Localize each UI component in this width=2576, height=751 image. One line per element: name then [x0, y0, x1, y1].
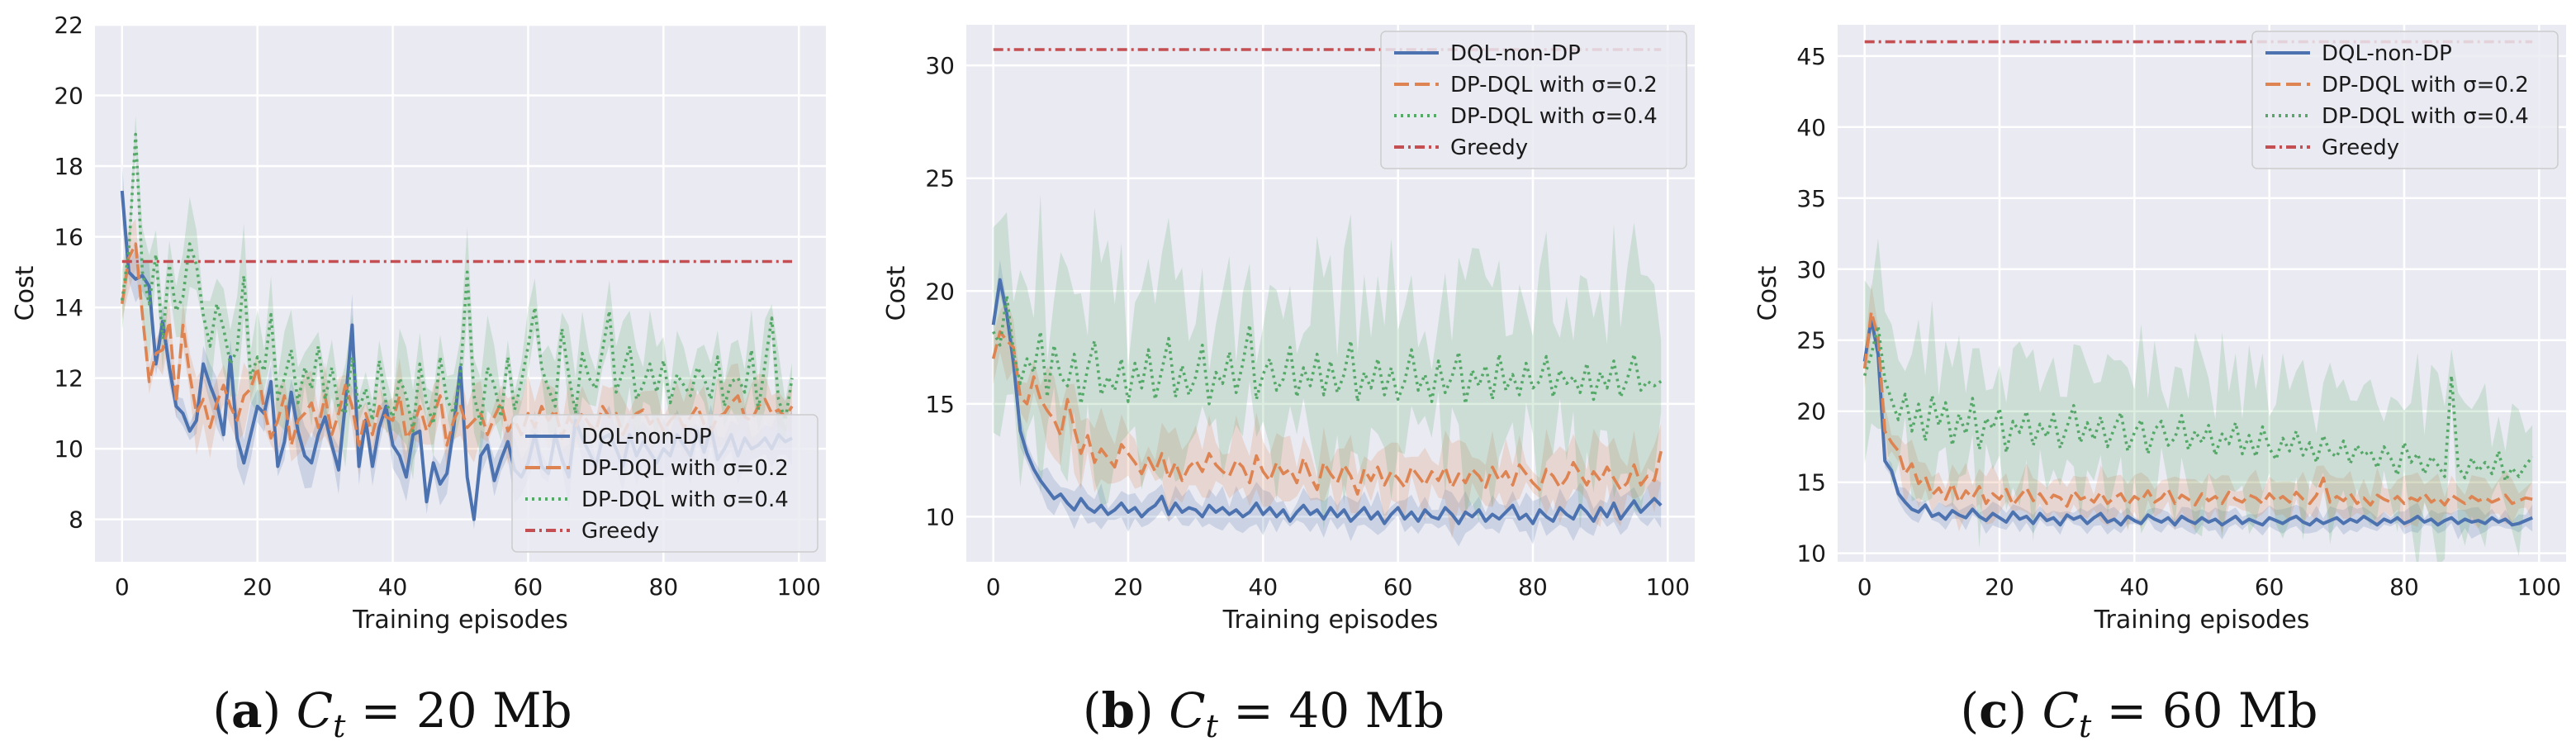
legend-entry-1: DP-DQL with σ=0.2 [2322, 73, 2529, 97]
series-line-1 [1862, 310, 2533, 508]
legend-entry-2: DP-DQL with σ=0.4 [1450, 104, 1658, 129]
y-tick-label: 10 [925, 503, 955, 530]
x-tick-label: 60 [1383, 573, 1413, 601]
confidence-band-1 [121, 218, 793, 475]
x-tick-label: 100 [2517, 573, 2561, 601]
plot-marks [1862, 40, 2534, 562]
y-axis-label: Cost [1753, 265, 1782, 321]
y-tick-label: 15 [925, 391, 955, 418]
panel-a: 0 20 40 60 80 100 8 10 12 14 16 18 20 22 Training epis… [11, 12, 826, 744]
panel-caption: (a) Ct = 20 Mb [212, 682, 572, 744]
x-tick-label: 40 [378, 573, 408, 601]
x-tick-label: 20 [1985, 573, 2014, 601]
legend-entry-3: Greedy [581, 519, 659, 544]
y-tick-label: 22 [54, 12, 83, 39]
legend-entry-2: DP-DQL with σ=0.4 [581, 487, 789, 512]
x-tick-label: 80 [649, 573, 679, 601]
confidence-band-2 [1864, 238, 2533, 562]
panel-caption: (b) Ct = 40 Mb [1083, 682, 1445, 744]
confidence-band-2 [993, 193, 1662, 531]
legend-entry-0: DQL-non-DP [2322, 41, 2452, 66]
y-tick-label: 25 [1796, 327, 1826, 354]
y-tick-label: 14 [54, 294, 83, 321]
legend-box [511, 414, 818, 553]
y-tick-label: 20 [925, 278, 955, 305]
panel-caption: (c) Ct = 60 Mb [1961, 682, 2318, 744]
legend-entry-3: Greedy [1450, 135, 1528, 160]
x-tick-label: 0 [986, 573, 1001, 601]
y-tick-label: 40 [1796, 114, 1826, 141]
confidence-band-1 [993, 299, 1662, 539]
legend-entry-2: DP-DQL with σ=0.4 [2322, 104, 2529, 129]
legend-box [2251, 31, 2559, 169]
series-line-0 [1862, 317, 2533, 527]
legend-entry-1: DP-DQL with σ=0.2 [581, 456, 789, 481]
series-line-2 [121, 132, 794, 433]
y-tick-label: 20 [54, 83, 83, 110]
x-axis-label: Training episodes [352, 606, 568, 635]
y-tick-label: 45 [1796, 43, 1826, 70]
y-tick-label: 25 [925, 165, 955, 193]
x-tick-label: 0 [1857, 573, 1872, 601]
legend-entry-0: DQL-non-DP [1450, 41, 1581, 66]
legend: DQL-non-DP DP-DQL with σ=0.2 DP-DQL with σ… [1380, 31, 1687, 169]
y-axis-label: Cost [882, 265, 911, 321]
panel-b: 0 20 40 60 80 100 10 15 20 25 30 Training episodes C… [882, 25, 1695, 744]
x-tick-label: 100 [1646, 573, 1690, 601]
series-line-0 [991, 278, 1663, 525]
x-tick-label: 80 [2389, 573, 2419, 601]
y-tick-label: 10 [54, 435, 83, 463]
y-tick-label: 16 [54, 224, 83, 251]
legend-entry-1: DP-DQL with σ=0.2 [1450, 73, 1658, 97]
x-tick-label: 100 [776, 573, 820, 601]
y-tick-label: 30 [925, 52, 955, 79]
y-axis-label: Cost [11, 265, 40, 321]
x-tick-label: 0 [115, 573, 130, 601]
legend: DQL-non-DP DP-DQL with σ=0.2 DP-DQL with σ… [2251, 31, 2559, 169]
series-line-1 [991, 330, 1663, 496]
x-tick-label: 40 [2120, 573, 2150, 601]
legend-entry-0: DQL-non-DP [581, 425, 712, 449]
x-tick-label: 20 [1113, 573, 1143, 601]
y-tick-label: 35 [1796, 185, 1826, 212]
y-tick-label: 30 [1796, 256, 1826, 283]
confidence-band-2 [121, 116, 793, 480]
legend-entry-3: Greedy [2322, 135, 2399, 160]
x-axis-label: Training episodes [1222, 606, 1439, 635]
x-tick-label: 80 [1518, 573, 1548, 601]
y-tick-label: 12 [54, 365, 83, 392]
x-tick-label: 60 [2255, 573, 2284, 601]
x-tick-label: 60 [514, 573, 543, 601]
y-tick-label: 18 [54, 153, 83, 180]
y-tick-label: 8 [69, 506, 83, 534]
x-axis-label: Training episodes [2094, 606, 2310, 635]
panel-c: 0 20 40 60 80 100 10 15 20 25 30 35 40 45 Training epi… [1753, 25, 2566, 744]
x-tick-label: 20 [243, 573, 273, 601]
x-tick-label: 40 [1249, 573, 1279, 601]
series-line-2 [1862, 324, 2534, 482]
legend-box [1380, 31, 1687, 169]
series-line-2 [992, 293, 1663, 406]
y-tick-label: 20 [1796, 398, 1826, 425]
confidence-band-1 [1864, 283, 2533, 534]
plot-marks [991, 48, 1663, 547]
y-tick-label: 10 [1796, 540, 1826, 568]
legend: DQL-non-DP DP-DQL with σ=0.2 DP-DQL with σ… [511, 414, 818, 553]
y-tick-label: 15 [1796, 469, 1826, 497]
